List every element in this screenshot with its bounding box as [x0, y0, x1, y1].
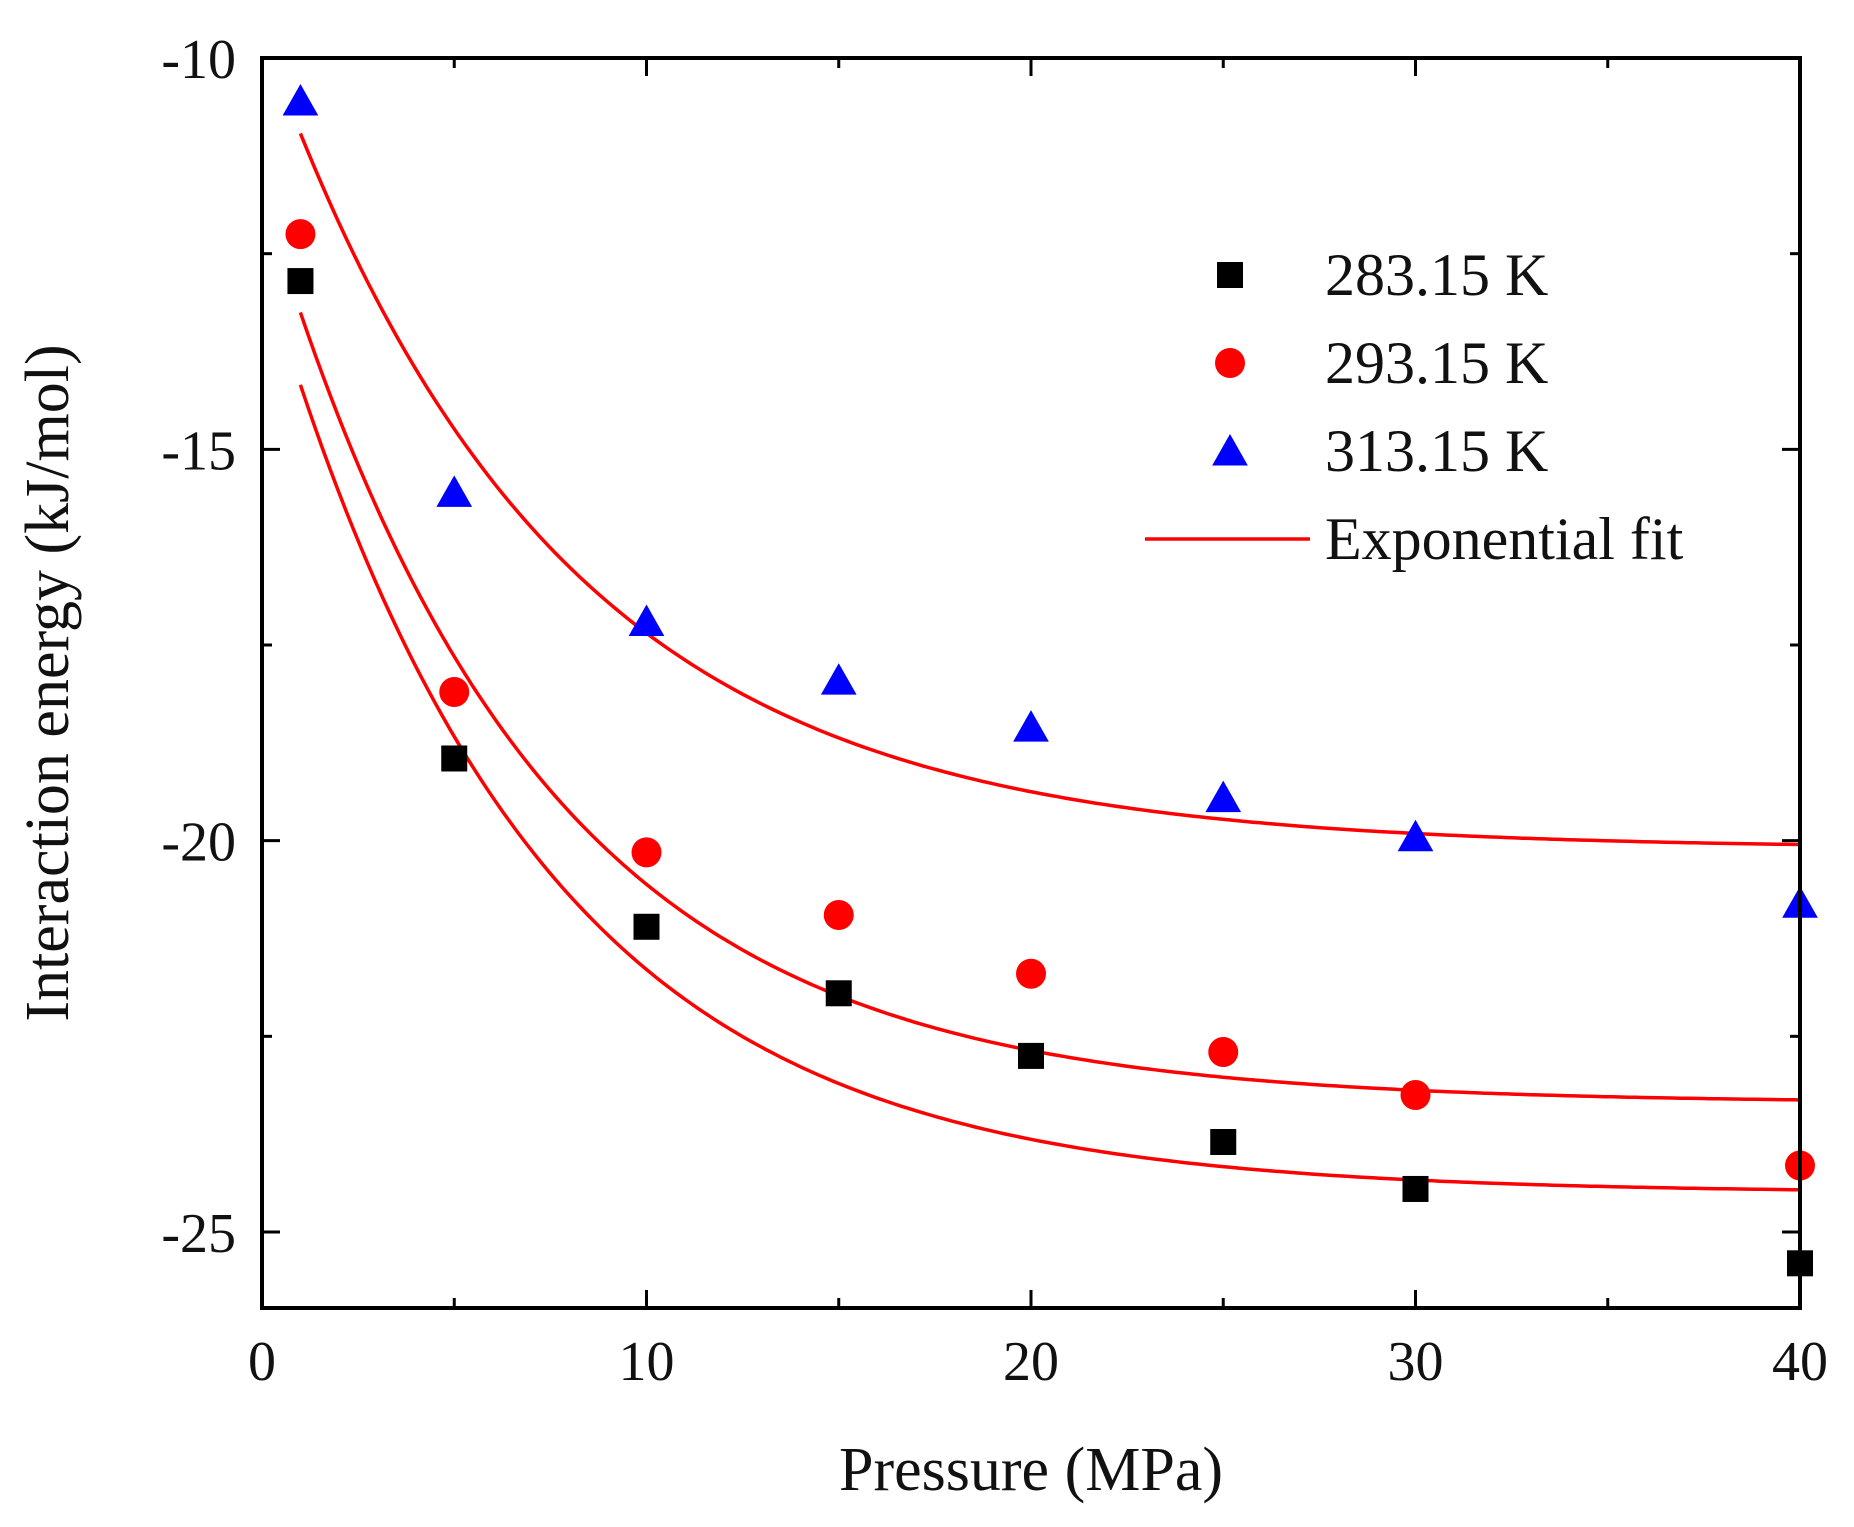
data-point-triangle — [1013, 710, 1049, 742]
data-point-square — [1210, 1128, 1237, 1155]
legend: 283.15 K 293.15 K 313.15 K Exponential fit — [1145, 242, 1684, 572]
data-point-circle — [285, 219, 316, 250]
x-tick-label: 30 — [1388, 1331, 1444, 1393]
data-point-square — [633, 913, 660, 940]
data-point-triangle — [1205, 780, 1242, 813]
fit-curves — [298, 132, 1801, 1192]
exponential-fit-line — [298, 132, 1801, 847]
exponential-fit-line — [298, 311, 1801, 1102]
data-point-triangle — [436, 475, 473, 507]
legend-marker-square — [1217, 262, 1243, 288]
data-point-circle — [1400, 1080, 1431, 1111]
legend-label: 293.15 K — [1325, 330, 1548, 396]
x-tick-label: 10 — [619, 1331, 675, 1393]
data-point-circle — [1016, 958, 1046, 989]
x-tick-label: 40 — [1772, 1331, 1828, 1393]
legend-label: 283.15 K — [1325, 242, 1548, 308]
x-tick-label: 20 — [1003, 1331, 1059, 1393]
y-tick-label: -10 — [161, 29, 236, 91]
y-tick-label: -20 — [161, 812, 236, 874]
data-point-triangle — [1397, 819, 1434, 852]
x-tick-label: 0 — [248, 1331, 276, 1393]
data-point-square — [1402, 1175, 1429, 1202]
data-point-circle — [439, 676, 470, 707]
data-point-square — [287, 268, 314, 295]
data-point-square — [825, 980, 852, 1007]
y-tick-label: -25 — [161, 1203, 236, 1265]
axis-ticks: 0 10 20 30 40 -10 -15 -20 -25 — [161, 29, 1828, 1393]
data-point-circle — [823, 900, 854, 931]
exponential-fit-line — [298, 384, 1801, 1192]
data-point-triangle — [628, 604, 665, 636]
y-axis-title: Interaction energy (kJ/mol) — [14, 344, 82, 1021]
legend-label: 313.15 K — [1325, 418, 1548, 484]
data-point-square — [441, 745, 468, 772]
x-axis-title: Pressure (MPa) — [839, 1436, 1223, 1504]
data-point-circle — [631, 837, 662, 868]
data-point-triangle — [282, 84, 319, 116]
y-tick-label: -15 — [161, 420, 236, 482]
legend-label: Exponential fit — [1325, 506, 1684, 572]
data-point-circle — [1208, 1036, 1239, 1067]
data-point-square — [1018, 1042, 1044, 1069]
data-points — [282, 84, 1818, 1277]
data-point-triangle — [820, 663, 857, 695]
legend-marker-circle — [1215, 348, 1245, 378]
legend-marker-triangle — [1212, 434, 1248, 466]
plot-frame — [260, 56, 1802, 1310]
